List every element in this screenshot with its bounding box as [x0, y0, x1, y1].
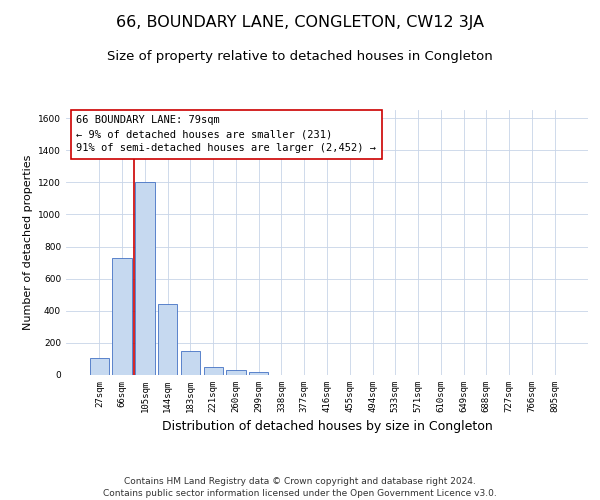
Bar — [226, 370, 245, 375]
Text: Size of property relative to detached houses in Congleton: Size of property relative to detached ho… — [107, 50, 493, 63]
Text: 66, BOUNDARY LANE, CONGLETON, CW12 3JA: 66, BOUNDARY LANE, CONGLETON, CW12 3JA — [116, 15, 484, 30]
Y-axis label: Number of detached properties: Number of detached properties — [23, 155, 32, 330]
Bar — [203, 367, 223, 375]
Bar — [181, 351, 200, 375]
X-axis label: Distribution of detached houses by size in Congleton: Distribution of detached houses by size … — [161, 420, 493, 434]
Bar — [249, 372, 268, 375]
Text: 66 BOUNDARY LANE: 79sqm
← 9% of detached houses are smaller (231)
91% of semi-de: 66 BOUNDARY LANE: 79sqm ← 9% of detached… — [76, 116, 376, 154]
Bar — [112, 258, 132, 375]
Bar — [158, 304, 178, 375]
Text: Contains HM Land Registry data © Crown copyright and database right 2024.
Contai: Contains HM Land Registry data © Crown c… — [103, 476, 497, 498]
Bar — [135, 182, 155, 375]
Bar — [90, 358, 109, 375]
